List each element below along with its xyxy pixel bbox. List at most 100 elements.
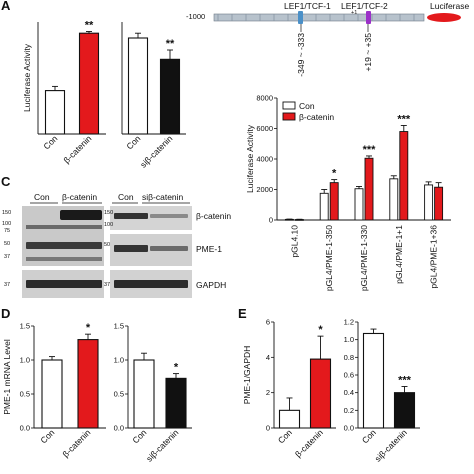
chart-d1-significance: * <box>86 322 91 334</box>
chart-e2-y-tick-label: 0.2 <box>344 406 354 415</box>
chart-d1-category-label: Con <box>38 427 56 445</box>
chart-d1-y-tick-label: 0.0 <box>20 424 30 433</box>
bcat-band-con <box>114 213 148 219</box>
chart-d1-category-label: β-catenin <box>60 427 92 459</box>
band-faint <box>26 257 102 261</box>
chart-a1-y-axis-label: Luciferase Activity <box>22 43 32 112</box>
chart-b-category-label: pGL4.10 <box>289 225 299 258</box>
chart-a2-bar <box>127 37 149 135</box>
chart-b-legend-swatch <box>282 101 296 110</box>
chart-d2-y-tick-label: 1.5 <box>114 322 124 331</box>
pme1-band-knockdown <box>150 246 188 251</box>
chart-d1-y-axis-label: PME-1 mRNA Level <box>2 339 12 415</box>
chart-d1-y-tick-label: 0.5 <box>20 390 30 399</box>
mw-marker: 75 <box>4 228 10 234</box>
gapdh-band-right <box>114 280 188 288</box>
chart-b-bar <box>329 182 339 221</box>
mw-marker: 50 <box>4 241 10 247</box>
chart-b-y-tick-label: 6000 <box>256 124 273 133</box>
chart-b-bar <box>364 157 374 221</box>
mw-marker: 37 <box>104 282 110 288</box>
chart-d2-category-label: siβ-catenin <box>144 427 180 463</box>
chart-b-bar <box>319 192 329 221</box>
chart-a1-bar <box>44 90 66 135</box>
chart-d1-y-tick-label: 1.0 <box>20 356 30 365</box>
chart-d2-bar <box>165 377 187 429</box>
blot-label-bcat: β-catenin <box>196 211 231 221</box>
mw-marker: 50 <box>104 242 110 248</box>
chart-a1-bar <box>78 32 100 135</box>
chart-e1-category-label: Con <box>276 427 294 445</box>
chart-b-y-tick-label: 8000 <box>256 94 273 103</box>
chart-b-significance: * <box>332 168 337 180</box>
chart-e1-category-label: β-catenin <box>293 427 325 459</box>
chart-e2-bar <box>362 332 385 429</box>
tss-label: +1 <box>351 10 357 16</box>
chart-a2-significance: ** <box>166 38 175 50</box>
chart-b-category-label: pGL4/PME-1+1 <box>394 225 404 284</box>
chart-e1-y-tick-label: 4 <box>266 353 270 362</box>
chart-d2-bar <box>133 359 155 429</box>
chart-a1-category-label: β-catenin <box>61 133 93 165</box>
chart-b-y-tick-label: 0 <box>269 216 273 225</box>
gapdh-band-left <box>26 280 102 288</box>
chart-e2-y-tick-label: 0.8 <box>344 353 354 362</box>
mw-marker: 100 <box>104 222 113 228</box>
lef1-site-1-marker <box>298 11 303 24</box>
chart-b-legend-label: Con <box>299 101 315 111</box>
chart-e2-y-tick-label: 1.2 <box>344 318 354 327</box>
chart-b-category-label: pGL4/PME-1+36 <box>429 225 439 289</box>
chart-d2-y-tick-label: 1.0 <box>114 356 124 365</box>
panel-letter-d: D <box>1 306 10 321</box>
chart-b-significance: *** <box>397 113 411 125</box>
chart-e1-y-tick-label: 0 <box>266 424 270 433</box>
mw-marker: 150 <box>104 210 113 216</box>
band-faint <box>26 225 102 229</box>
site1-range: -349 ~ -333 <box>296 33 306 77</box>
promoter-start-label: -1000 <box>186 12 205 21</box>
chart-b-bar <box>354 188 364 221</box>
chart-e2-category-label: Con <box>360 427 378 445</box>
chart-b-legend-label: β-catenin <box>299 112 334 122</box>
luciferase-label: Luciferase <box>430 1 469 11</box>
mw-marker: 37 <box>4 282 10 288</box>
chart-e1-y-tick-label: 6 <box>266 318 270 327</box>
luciferase-marker <box>427 13 461 22</box>
chart-b-category-label: pGL4/PME-1-350 <box>324 225 334 291</box>
chart-e1-bar <box>309 358 332 429</box>
pme1-band-con <box>114 245 148 252</box>
chart-d1-y-tick-label: 1.5 <box>20 322 30 331</box>
site2-range: +19 ~ +35 <box>363 33 373 72</box>
chart-a2-category-label: siβ-catenin <box>138 133 174 169</box>
blot-header-con-2: Con <box>118 192 134 202</box>
chart-a1-significance: ** <box>85 20 94 32</box>
chart-e2-y-tick-label: 0.6 <box>344 371 354 380</box>
chart-b-bar <box>424 184 434 221</box>
chart-b-bar <box>399 131 409 221</box>
chart-a2-category-label: Con <box>124 133 142 151</box>
lef1-site-2-marker <box>366 11 371 24</box>
chart-b-bar <box>434 186 444 221</box>
western-blots: Con β-catenin Con siβ-catenin 150 100 75… <box>2 192 231 298</box>
chart-d2-y-tick-label: 0.0 <box>114 424 124 433</box>
bcat-band-knockdown <box>150 214 188 218</box>
chart-d2-category-label: Con <box>130 427 148 445</box>
chart-b-y-tick-label: 4000 <box>256 155 273 164</box>
chart-d2-significance: * <box>174 362 179 374</box>
promoter-bar <box>213 13 425 22</box>
chart-a2-bar <box>159 58 181 135</box>
chart-e2-y-tick-label: 1.0 <box>344 335 354 344</box>
mw-marker: 37 <box>4 254 10 260</box>
chart-a1-category-label: Con <box>41 133 59 151</box>
site1-label: LEF1/TCF-1 <box>284 1 331 11</box>
chart-e2-significance: *** <box>398 374 412 386</box>
chart-b-y-axis-label: Luciferase Activity <box>245 124 255 193</box>
blot-header-con-1: Con <box>34 192 50 202</box>
chart-e2-bar <box>393 392 416 429</box>
chart-e1-y-axis-label: PME-1/GAPDH <box>242 346 252 405</box>
chart-b-legend-swatch <box>282 112 296 121</box>
panel-letter-e: E <box>238 306 247 321</box>
chart-d1-bar <box>41 359 63 429</box>
promoter-diagram: -1000 LEF1/TCF-1 LEF1/TCF-2 +1 Luciferas… <box>186 1 469 77</box>
chart-b-y-tick-label: 2000 <box>256 185 273 194</box>
